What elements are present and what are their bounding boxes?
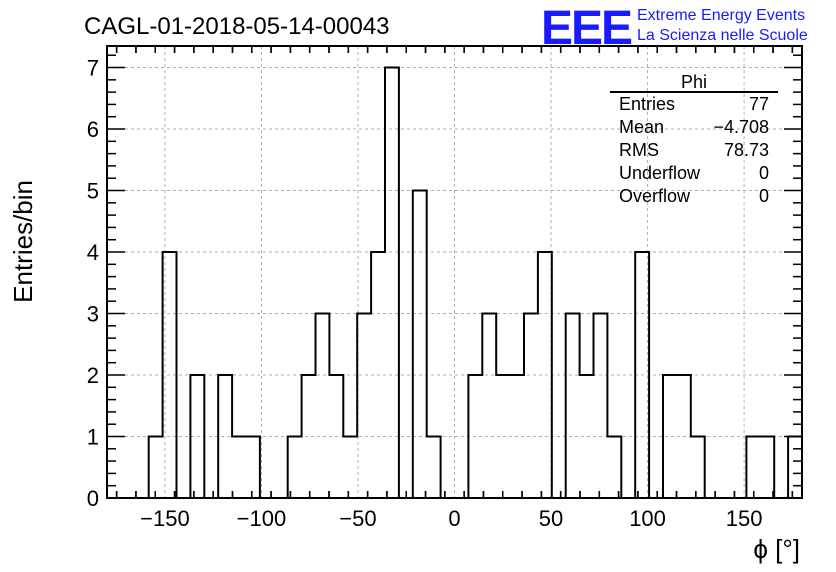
y-tick-label-2: 2: [87, 363, 99, 388]
x-tick-label-4: 50: [539, 506, 563, 531]
histogram-bin-47: [760, 437, 774, 498]
x-tick-label-3: 0: [448, 506, 460, 531]
x-axis-ticks: −150 −100 −50 0 50 100 150: [115, 46, 794, 531]
x-tick-label-1: −100: [237, 506, 287, 531]
stats-label-underflow: Underflow: [619, 163, 701, 183]
x-tick-label-5: 100: [629, 506, 666, 531]
histogram-bin-49: [788, 437, 802, 498]
stats-value-entries: 77: [749, 94, 769, 114]
x-axis-label: ϕ [°]: [753, 534, 800, 564]
y-tick-label-4: 4: [87, 240, 99, 265]
y-tick-label-6: 6: [87, 117, 99, 142]
y-axis-ticks: 0 1 2 3 4 5 6 7: [87, 54, 802, 511]
histogram-bin-13: [288, 437, 302, 498]
stats-box: Phi Entries 77 Mean −4.708 RMS 78.73 Underflow…: [610, 72, 778, 206]
histogram-bin-23: [427, 437, 441, 498]
histogram-bin-36: [607, 437, 621, 498]
stats-label-rms: RMS: [619, 140, 659, 160]
eee-logo-line1: Extreme Energy Events: [637, 7, 805, 24]
stats-value-underflow: 0: [759, 163, 769, 183]
histogram-bin-42: [691, 437, 705, 498]
histogram-bin-9: [232, 437, 246, 498]
stats-label-overflow: Overflow: [619, 186, 691, 206]
stats-box-name: Phi: [681, 72, 707, 92]
histogram-bin-33: [566, 314, 580, 498]
y-tick-label-0: 0: [87, 486, 99, 511]
y-tick-label-1: 1: [87, 425, 99, 450]
chart-title: CAGL-01-2018-05-14-00043: [84, 13, 390, 40]
histogram-bin-46: [746, 437, 760, 498]
histogram-bin-17: [343, 437, 357, 498]
histogram-bin-3: [149, 437, 163, 498]
plot-frame: [106, 45, 803, 499]
y-tick-label-7: 7: [87, 56, 99, 81]
x-tick-label-2: −50: [339, 506, 376, 531]
histogram-bin-18: [357, 314, 371, 498]
eee-logo-line2: La Scienza nelle Scuole: [637, 27, 808, 44]
y-tick-label-3: 3: [87, 302, 99, 327]
histogram-bin-30: [524, 314, 538, 498]
axes: [106, 45, 803, 499]
stats-label-mean: Mean: [619, 117, 664, 137]
stats-value-overflow: 0: [759, 186, 769, 206]
histogram-bin-22: [413, 191, 427, 498]
stats-value-rms: 78.73: [724, 140, 769, 160]
histogram-bin-8: [218, 375, 232, 498]
eee-logo: EEE Extreme Energy Events La Scienza nel…: [541, 2, 808, 55]
x-tick-label-6: 150: [726, 506, 763, 531]
x-tick-label-0: −150: [140, 506, 190, 531]
histogram-bin-20: [385, 68, 399, 498]
histogram-bin-15: [316, 314, 330, 498]
stats-value-mean: −4.708: [713, 117, 769, 137]
histogram-bin-10: [246, 437, 260, 498]
y-axis-label: Entries/bin: [8, 180, 38, 303]
histogram-bin-27: [482, 314, 496, 498]
grid-lines: [107, 46, 802, 498]
histogram-bin-35: [594, 314, 608, 498]
stats-label-entries: Entries: [619, 94, 675, 114]
y-tick-label-5: 5: [87, 179, 99, 204]
